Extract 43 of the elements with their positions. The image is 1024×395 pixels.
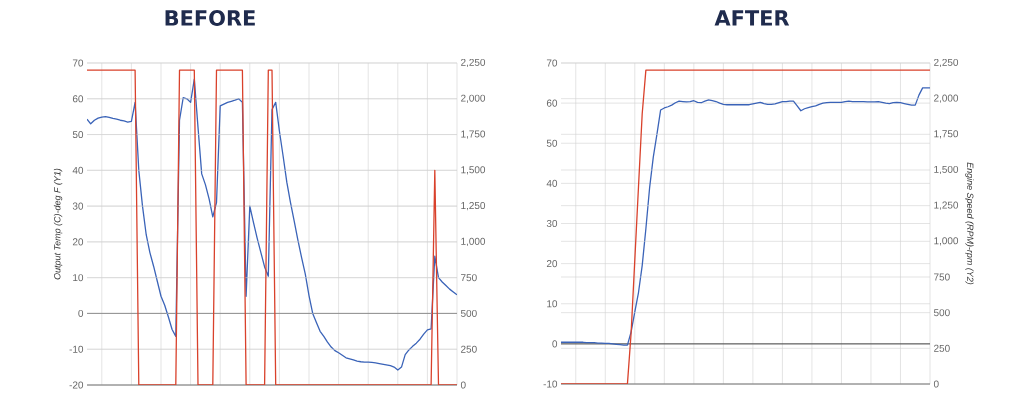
y-tick-label: 60 (72, 95, 84, 103)
y2-tick-label: 1,750 (934, 130, 959, 139)
y2-tick-label: 0 (933, 380, 939, 388)
y-tick-label: 40 (546, 179, 558, 187)
y-tick-label: 0 (552, 340, 558, 348)
y-tick-label: 20 (72, 238, 84, 246)
chart-title: AFTER (714, 10, 790, 26)
y2-tick-label: 500 (933, 309, 950, 317)
y2-tick-label: 1,500 (461, 166, 486, 175)
y-tick-label: 10 (547, 300, 558, 308)
y-tick-label: 0 (78, 309, 84, 317)
y2-tick-label: 500 (460, 309, 477, 317)
y2-axis-title: Engine Speed (RPM)-rpm (Y2) (965, 162, 974, 285)
y-tick-label: 70 (72, 59, 84, 67)
y-tick-label: 30 (72, 202, 84, 210)
y-tick-label: -10 (69, 345, 84, 353)
y2-tick-label: 1,000 (934, 237, 959, 246)
y-tick-label: 10 (73, 274, 84, 282)
y-tick-label: -10 (543, 380, 558, 388)
y-tick-label: 70 (546, 59, 558, 67)
y-tick-label: 60 (546, 99, 558, 107)
chart-title: BEFORE (165, 10, 255, 26)
y2-tick-label: 2,000 (461, 94, 486, 103)
y2-tick-label: 1,500 (934, 165, 959, 175)
y2-tick-label: 1,250 (934, 201, 959, 210)
y2-tick-label: 0 (460, 381, 466, 389)
y-tick-label: 50 (546, 139, 558, 147)
y2-tick-label: 250 (461, 345, 477, 353)
y2-tick-label: 250 (934, 344, 950, 352)
y2-tick-label: 2,250 (934, 58, 959, 68)
y2-tick-label: 1,000 (461, 237, 486, 247)
y-tick-label: -20 (69, 381, 84, 389)
y2-tick-label: 750 (934, 273, 950, 281)
y2-tick-label: 1,750 (461, 130, 486, 139)
y2-tick-label: 1,250 (461, 202, 486, 211)
y2-tick-label: 2,250 (461, 58, 486, 68)
y-axis-title: Output Temp (C)-deg F (Y1) (53, 168, 63, 280)
y-tick-label: 50 (72, 131, 84, 139)
y2-tick-label: 750 (461, 274, 477, 282)
y-tick-label: 20 (546, 260, 558, 268)
y2-tick-label: 2,000 (934, 94, 959, 103)
y-tick-label: 30 (546, 219, 558, 228)
y-tick-label: 40 (72, 166, 84, 174)
